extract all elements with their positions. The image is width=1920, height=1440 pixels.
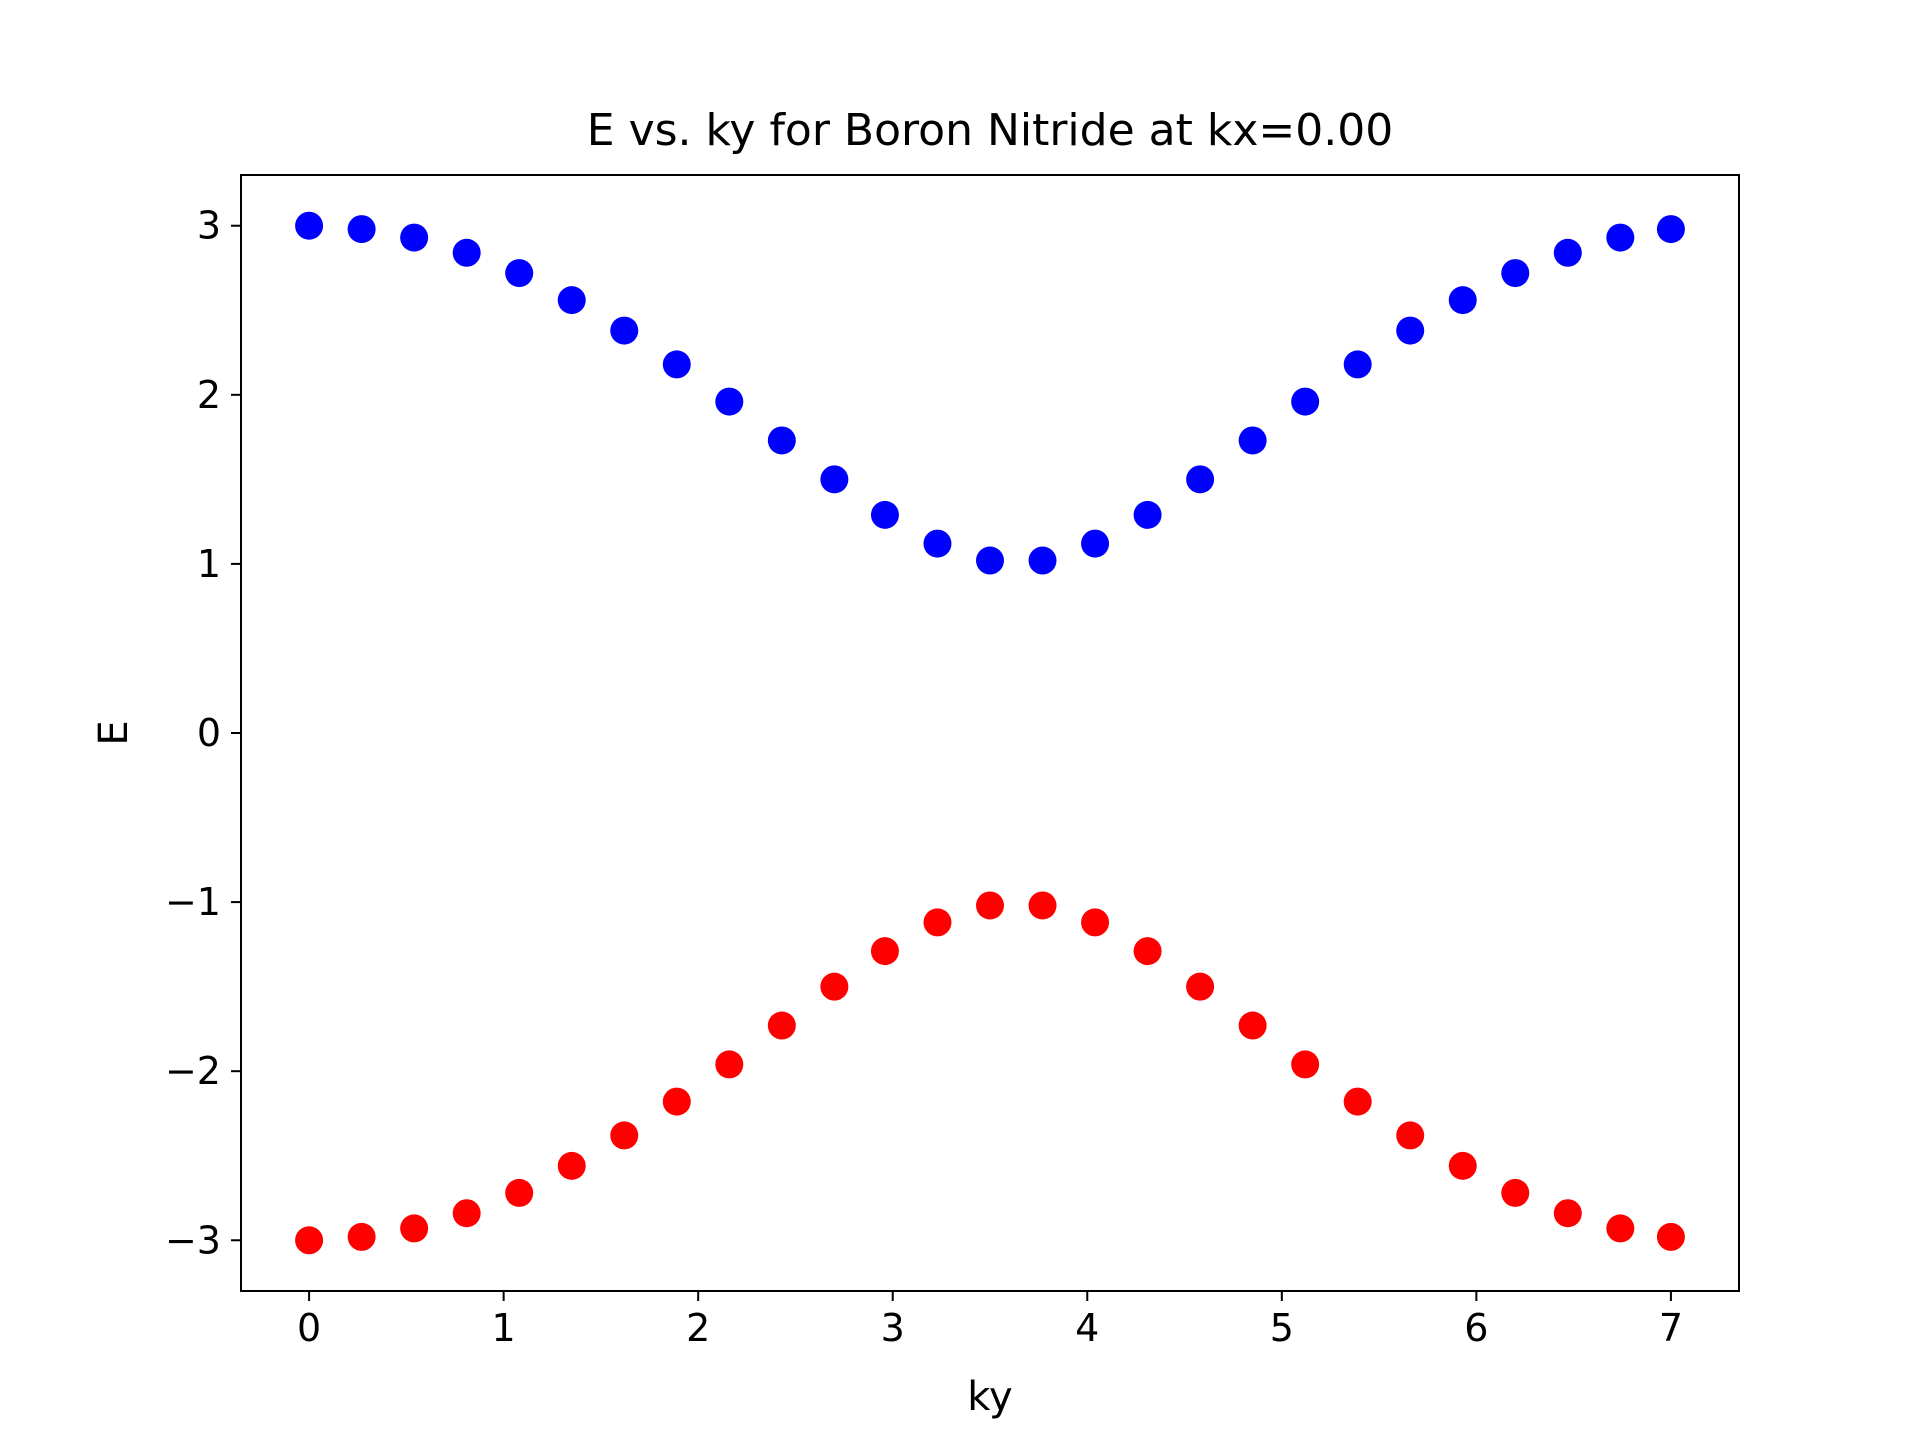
data-point-series-2 [1186,972,1215,1001]
x-tick-label: 1 [492,1306,516,1350]
y-tick-label: 1 [197,542,221,586]
data-point-series-1 [400,223,429,252]
chart-title: E vs. ky for Boron Nitride at kx=0.00 [587,105,1393,156]
data-point-series-1 [557,286,586,315]
data-point-series-1 [347,215,376,244]
data-point-series-2 [1238,1011,1267,1040]
x-tick-label: 0 [297,1306,321,1350]
x-tick-label: 4 [1075,1306,1099,1350]
data-point-series-2 [662,1087,691,1116]
data-point-series-1 [1656,215,1685,244]
y-axis-label: E [91,720,137,745]
data-point-series-1 [452,238,481,267]
data-point-series-1 [1238,426,1267,455]
data-point-series-2 [1656,1222,1685,1251]
data-point-series-1 [505,259,534,288]
data-point-series-2 [400,1214,429,1243]
y-tick-label: 3 [197,204,221,248]
data-point-series-2 [820,972,849,1001]
data-point-series-2 [976,891,1004,920]
data-point-series-1 [1606,223,1635,252]
data-point-series-1 [1553,238,1582,267]
data-point-series-2 [610,1121,639,1150]
x-tick-label: 3 [881,1306,905,1350]
data-points [295,211,1685,1255]
y-axis: −3 −2 −1 0 1 2 3 [165,204,241,1262]
x-tick-label: 6 [1464,1306,1488,1350]
data-point-series-1 [1448,286,1477,315]
data-point-series-1 [1501,259,1530,288]
data-point-series-1 [1343,350,1372,379]
data-point-series-2 [1396,1121,1425,1150]
data-point-series-2 [347,1222,376,1251]
data-point-series-2 [1606,1214,1635,1243]
data-point-series-2 [1028,891,1057,920]
y-tick-label: 0 [197,711,221,755]
data-point-series-2 [923,908,952,937]
data-point-series-2 [505,1178,534,1207]
y-tick-label: −3 [165,1218,221,1262]
data-point-series-1 [923,529,952,558]
data-point-series-2 [1133,937,1162,966]
data-point-series-1 [767,426,796,455]
data-point-series-2 [1081,908,1110,937]
x-tick-label: 5 [1270,1306,1294,1350]
data-point-series-1 [1133,500,1162,529]
data-point-series-2 [870,937,899,966]
data-point-series-1 [715,387,744,416]
data-point-series-1 [820,465,849,494]
data-point-series-2 [1291,1050,1320,1079]
data-point-series-2 [295,1226,324,1255]
data-point-series-2 [1448,1151,1477,1180]
data-point-series-2 [557,1151,586,1180]
y-tick-label: −2 [165,1049,221,1093]
plot-frame [240,174,1740,1292]
data-point-series-1 [295,211,324,240]
data-point-series-1 [1028,546,1057,575]
x-axis: 0 1 2 3 4 5 6 7 [297,1291,1683,1350]
data-point-series-1 [1081,529,1110,558]
x-tick-label: 7 [1659,1306,1683,1350]
data-point-series-1 [976,546,1004,575]
x-axis-label: ky [967,1374,1012,1420]
data-point-series-2 [1553,1199,1582,1228]
data-point-series-1 [610,316,639,345]
data-point-series-1 [1186,465,1215,494]
data-point-series-2 [1343,1087,1372,1116]
y-tick-label: −1 [165,880,221,924]
data-point-series-2 [767,1011,796,1040]
data-point-series-1 [870,500,899,529]
data-point-series-1 [1291,387,1320,416]
data-point-series-2 [1501,1178,1530,1207]
data-point-series-1 [1396,316,1425,345]
y-tick-label: 2 [197,373,221,417]
data-point-series-2 [452,1199,481,1228]
data-point-series-2 [715,1050,744,1079]
data-point-series-1 [662,350,691,379]
x-tick-label: 2 [686,1306,710,1350]
